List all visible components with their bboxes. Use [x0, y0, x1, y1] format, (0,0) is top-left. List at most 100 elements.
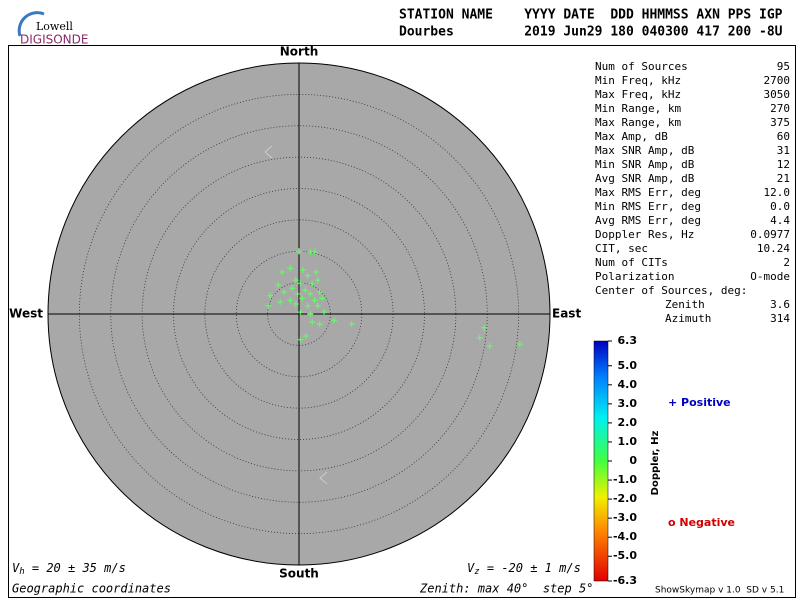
header-labels: STATION NAME YYYY DATE DDD HHMMSS AXN PP… [399, 8, 783, 23]
center-label: Zenith [665, 298, 705, 311]
stat-label: CIT, sec [595, 242, 648, 255]
source-marker [311, 248, 318, 255]
stat-value: 0.0977 [750, 228, 790, 241]
east-label: East [552, 307, 581, 321]
stat-value: 12 [777, 158, 790, 171]
stat-label: Max Amp, dB [595, 130, 668, 143]
vz-label: Vz = -20 ± 1 m/s [467, 561, 581, 577]
source-marker [275, 282, 282, 289]
source-marker [297, 336, 304, 343]
source-marker [314, 277, 321, 284]
source-marker [316, 289, 323, 296]
source-marker [297, 309, 304, 316]
source-marker [287, 297, 294, 304]
legend-positive: + Positive [668, 396, 731, 409]
source-marker [481, 324, 488, 331]
center-label: Azimuth [665, 312, 711, 325]
west-label: West [9, 307, 43, 321]
source-marker [311, 297, 318, 304]
source-marker [296, 248, 302, 255]
source-marker [314, 302, 321, 309]
frame [8, 45, 796, 598]
source-marker [321, 309, 328, 316]
sub: z [474, 567, 479, 577]
logo-swoosh [17, 11, 45, 37]
rest: = 20 ± 35 m/s [25, 561, 126, 575]
source-marker [280, 289, 287, 296]
stat-label: Avg SNR Amp, dB [595, 172, 695, 185]
source-marker [348, 321, 355, 328]
stat-label: Min SNR Amp, dB [595, 158, 695, 171]
colorbar-tick-label: 0 [629, 454, 637, 467]
source-marker [292, 277, 299, 284]
south-label: South [279, 567, 319, 581]
source-marker [331, 317, 338, 324]
source-marker [319, 295, 326, 302]
source-marker [299, 267, 306, 274]
center-title: Center of Sources, deg: [595, 284, 747, 297]
colorbar-label: Doppler, Hz [650, 431, 661, 496]
colorbar-tick-label: -1.0 [613, 473, 637, 486]
source-marker [294, 290, 301, 297]
stat-label: Max Freq, kHz [595, 88, 681, 101]
marker-faint [264, 145, 273, 159]
stat-value: 60 [777, 130, 790, 143]
logo-top: Lowell [36, 20, 73, 33]
source-marker [476, 334, 483, 341]
colorbar-tick-label: 5.0 [618, 359, 638, 372]
source-marker [279, 268, 286, 275]
stat-value: 21 [777, 172, 790, 185]
source-marker [299, 295, 306, 302]
colorbar-tick-label: -2.0 [613, 492, 637, 505]
stat-value: 375 [770, 116, 790, 129]
source-marker [267, 292, 274, 299]
source-marker [302, 287, 309, 294]
stat-label: Max Range, km [595, 116, 681, 129]
stat-value: 2 [783, 256, 790, 269]
center-value: 3.6 [770, 298, 790, 311]
header-values: Dourbes 2019 Jun29 180 040300 417 200 -8… [399, 25, 783, 40]
stat-value: 12.0 [764, 186, 791, 199]
stat-value: O-mode [750, 270, 790, 283]
rest: = -20 ± 1 m/s [480, 561, 581, 575]
stat-label: Max SNR Amp, dB [595, 144, 695, 157]
source-marker [297, 280, 304, 287]
stat-label: Polarization [595, 270, 674, 283]
vh-label: Vh = 20 ± 35 m/s [12, 561, 126, 577]
source-marker [304, 272, 311, 279]
sub: h [19, 567, 24, 577]
colorbar-tick-label: -3.0 [613, 511, 637, 524]
source-marker [304, 302, 311, 309]
source-marker [307, 311, 314, 317]
stat-value: 2700 [764, 74, 791, 87]
stat-label: Min Freq, kHz [595, 74, 681, 87]
stat-label: Min RMS Err, deg [595, 200, 701, 213]
stat-value: 10.24 [757, 242, 790, 255]
stat-label: Num of CITs [595, 256, 668, 269]
stat-value: 4.4 [770, 214, 790, 227]
stat-label: Max RMS Err, deg [595, 186, 701, 199]
stat-value: 95 [777, 60, 790, 73]
source-marker [309, 319, 316, 326]
source-marker [265, 302, 272, 309]
stat-label: Avg RMS Err, deg [595, 214, 701, 227]
stat-value: 270 [770, 102, 790, 115]
v: V [467, 561, 475, 575]
v: V [12, 561, 20, 575]
source-marker [516, 341, 523, 348]
colorbar-tick-label: 1.0 [618, 435, 638, 448]
colorbar-tick-label: 4.0 [618, 378, 638, 391]
marker-faint [319, 471, 328, 485]
stat-label: Min Range, km [595, 102, 681, 115]
source-marker [292, 300, 299, 307]
logo-bottom: DIGISONDE [20, 33, 88, 47]
zenith-label: Zenith: max 40° step 5° [419, 582, 593, 596]
source-marker [312, 268, 319, 275]
source-marker [287, 265, 294, 272]
colorbar-tick-label: -5.0 [613, 549, 637, 562]
stat-value: 3050 [764, 88, 791, 101]
source-marker [316, 321, 323, 328]
legend-negative: o Negative [668, 516, 735, 529]
center-value: 314 [770, 312, 790, 325]
